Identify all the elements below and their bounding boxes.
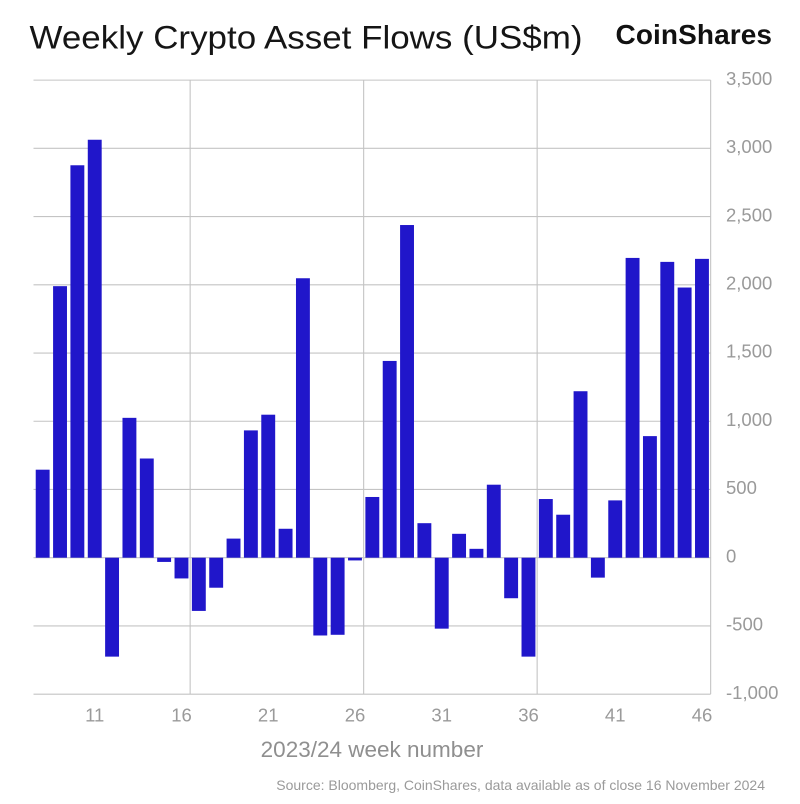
svg-text:21: 21: [258, 705, 279, 726]
svg-text:3,500: 3,500: [726, 68, 772, 89]
svg-text:2023/24 week number: 2023/24 week number: [261, 737, 484, 762]
svg-text:46: 46: [692, 705, 713, 726]
svg-text:0: 0: [726, 545, 736, 566]
svg-text:36: 36: [518, 705, 539, 726]
svg-text:26: 26: [345, 705, 366, 726]
svg-text:16: 16: [171, 705, 192, 726]
svg-text:-1,000: -1,000: [726, 682, 778, 703]
svg-text:Source: Bloomberg, CoinShares,: Source: Bloomberg, CoinShares, data avai…: [276, 777, 765, 793]
svg-text:31: 31: [431, 705, 452, 726]
svg-text:3,000: 3,000: [726, 136, 772, 157]
svg-text:1,000: 1,000: [726, 409, 772, 430]
svg-text:2,000: 2,000: [726, 273, 772, 294]
svg-text:41: 41: [605, 705, 626, 726]
svg-text:-500: -500: [726, 614, 763, 635]
svg-text:CoinShares: CoinShares: [616, 19, 773, 50]
svg-text:11: 11: [85, 705, 104, 726]
svg-text:2,500: 2,500: [726, 204, 772, 225]
svg-text:Weekly Crypto Asset Flows (US$: Weekly Crypto Asset Flows (US$m): [30, 19, 583, 55]
svg-text:1,500: 1,500: [726, 341, 772, 362]
svg-text:500: 500: [726, 477, 757, 498]
